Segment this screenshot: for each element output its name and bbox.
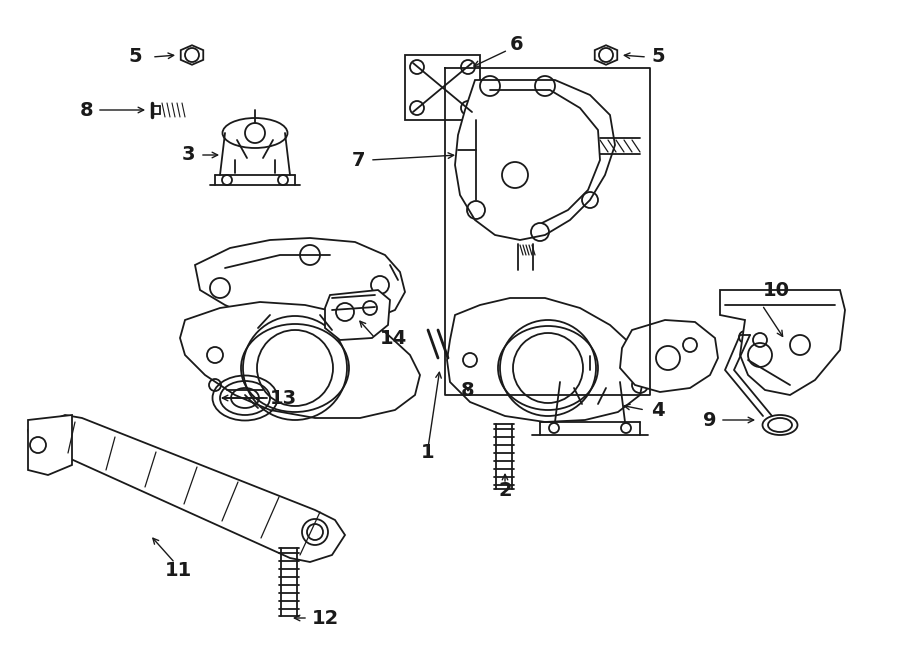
Text: 14: 14 bbox=[380, 329, 407, 348]
Polygon shape bbox=[405, 55, 480, 120]
Text: 11: 11 bbox=[165, 561, 192, 580]
Text: 8: 8 bbox=[79, 100, 93, 120]
Text: 2: 2 bbox=[499, 481, 512, 500]
Polygon shape bbox=[325, 290, 390, 340]
Text: 12: 12 bbox=[312, 609, 339, 627]
Polygon shape bbox=[447, 298, 645, 422]
Polygon shape bbox=[180, 302, 420, 418]
Text: 3: 3 bbox=[182, 145, 195, 165]
Text: 5: 5 bbox=[651, 48, 664, 67]
Polygon shape bbox=[595, 45, 617, 65]
Polygon shape bbox=[720, 290, 845, 395]
Polygon shape bbox=[455, 80, 615, 240]
Text: 8: 8 bbox=[461, 381, 475, 399]
Text: 6: 6 bbox=[510, 36, 524, 54]
Text: 10: 10 bbox=[763, 280, 790, 299]
Text: 4: 4 bbox=[651, 401, 664, 420]
Text: 9: 9 bbox=[703, 410, 716, 430]
Text: 13: 13 bbox=[270, 389, 297, 407]
Polygon shape bbox=[181, 45, 203, 65]
Polygon shape bbox=[28, 415, 72, 475]
Text: 5: 5 bbox=[129, 48, 142, 67]
Text: 1: 1 bbox=[421, 444, 435, 463]
Polygon shape bbox=[28, 415, 345, 562]
Polygon shape bbox=[195, 238, 405, 328]
Polygon shape bbox=[620, 320, 718, 392]
Text: 7: 7 bbox=[352, 151, 365, 169]
